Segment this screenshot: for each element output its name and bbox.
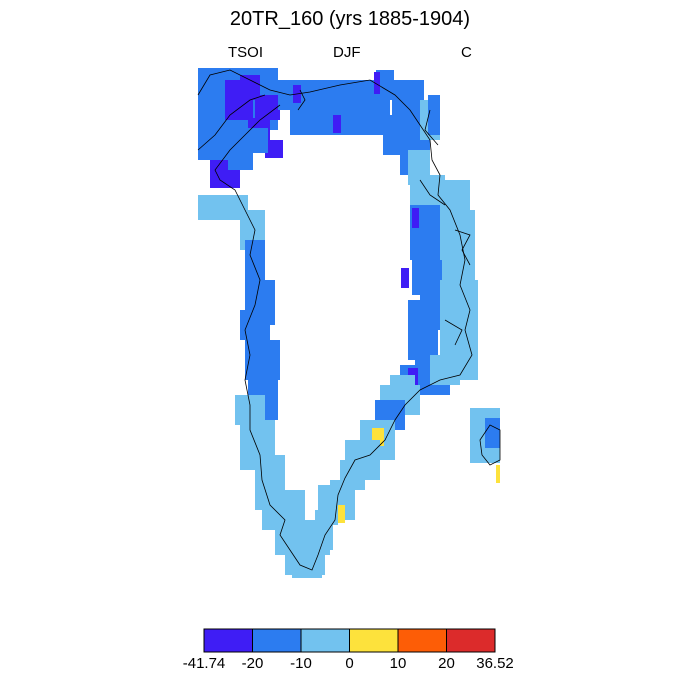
map-cell	[440, 210, 475, 250]
map-cell	[496, 465, 500, 483]
coastline-path	[424, 109, 439, 146]
coastline-path	[419, 179, 446, 206]
map-cell	[374, 72, 380, 94]
coastline-path	[479, 424, 501, 466]
colorbar-box	[300, 628, 350, 653]
map-cell	[440, 280, 478, 350]
map-title: 20TR_160 (yrs 1885-1904)	[229, 8, 471, 30]
map-cell	[428, 95, 440, 135]
units-label: C	[461, 44, 472, 61]
map-cell	[245, 340, 280, 380]
map-cell	[430, 355, 460, 385]
colorbar-tick-label: 36.52	[476, 655, 514, 672]
map-cell	[351, 112, 359, 134]
colorbar-tick-label: -41.74	[182, 655, 226, 672]
colorbar-box	[349, 628, 399, 653]
coastline-path	[454, 229, 471, 266]
season-label: DJF	[333, 44, 361, 61]
map-cell	[408, 300, 438, 360]
colorbar-tick-label: -20	[241, 655, 264, 672]
map-cell	[255, 95, 280, 120]
colorbar-box	[446, 628, 496, 653]
colorbar-box	[397, 628, 447, 653]
map-cells	[198, 68, 500, 578]
coastline-path	[297, 89, 306, 111]
map-cell	[333, 115, 341, 133]
map-cell	[265, 140, 283, 158]
colorbar-tick-label: 20	[438, 655, 455, 672]
coastline-path	[197, 69, 473, 571]
map-cell	[412, 208, 419, 228]
variable-label: TSOI	[228, 44, 264, 61]
colorbar-tick-label: 10	[389, 655, 407, 672]
map-cell	[228, 152, 253, 170]
map-cell	[238, 128, 268, 153]
map-cell	[376, 70, 394, 100]
map-cell	[401, 268, 409, 288]
coastline-path	[444, 319, 463, 346]
coastline-path	[197, 94, 266, 151]
map-cell	[245, 240, 265, 280]
map-cell	[240, 75, 260, 100]
map-cell	[240, 310, 270, 340]
colorbar-tick-label: -10	[290, 655, 312, 672]
colorbar-box	[203, 628, 253, 653]
colorbar-tick-label: 0	[345, 655, 354, 672]
coastline	[197, 69, 501, 571]
map-cell	[485, 418, 500, 448]
colorbar-box	[252, 628, 302, 653]
